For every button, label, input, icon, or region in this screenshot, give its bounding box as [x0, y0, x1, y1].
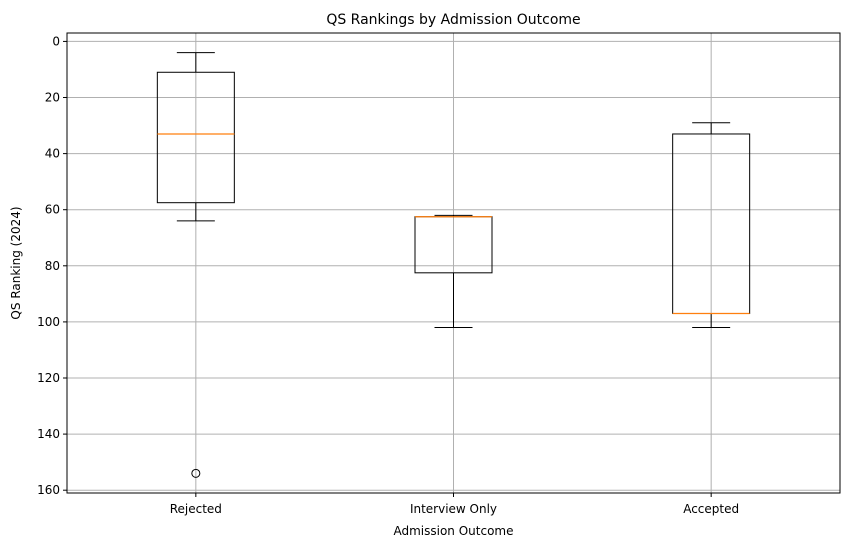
box-interview-only — [414, 214, 493, 329]
x-tick-label: Interview Only — [410, 502, 497, 516]
box-accepted — [672, 122, 751, 329]
y-tick-label: 80 — [45, 259, 60, 273]
y-tick-label: 100 — [37, 315, 60, 329]
y-tick-label: 0 — [52, 34, 60, 48]
y-tick-label: 20 — [45, 91, 60, 105]
outlier-point — [191, 468, 201, 478]
x-axis-ticks: Rejected Interview Only Accepted — [170, 493, 739, 516]
x-tick-label: Rejected — [170, 502, 222, 516]
y-tick-label: 160 — [37, 483, 60, 497]
y-tick-label: 140 — [37, 427, 60, 441]
y-tick-label: 60 — [45, 203, 60, 217]
chart-title: QS Rankings by Admission Outcome — [326, 12, 580, 28]
y-axis-ticks: 0 20 40 60 80 100 120 140 160 — [37, 34, 67, 497]
y-tick-label: 40 — [45, 147, 60, 161]
y-axis-label: QS Ranking (2024) — [9, 206, 23, 319]
box-series — [156, 52, 751, 478]
box-iqr — [156, 71, 235, 204]
y-tick-label: 120 — [37, 371, 60, 385]
grid-lines — [67, 33, 840, 493]
x-tick-label: Accepted — [683, 502, 739, 516]
box-rejected — [156, 52, 235, 478]
x-axis-label: Admission Outcome — [393, 524, 513, 538]
